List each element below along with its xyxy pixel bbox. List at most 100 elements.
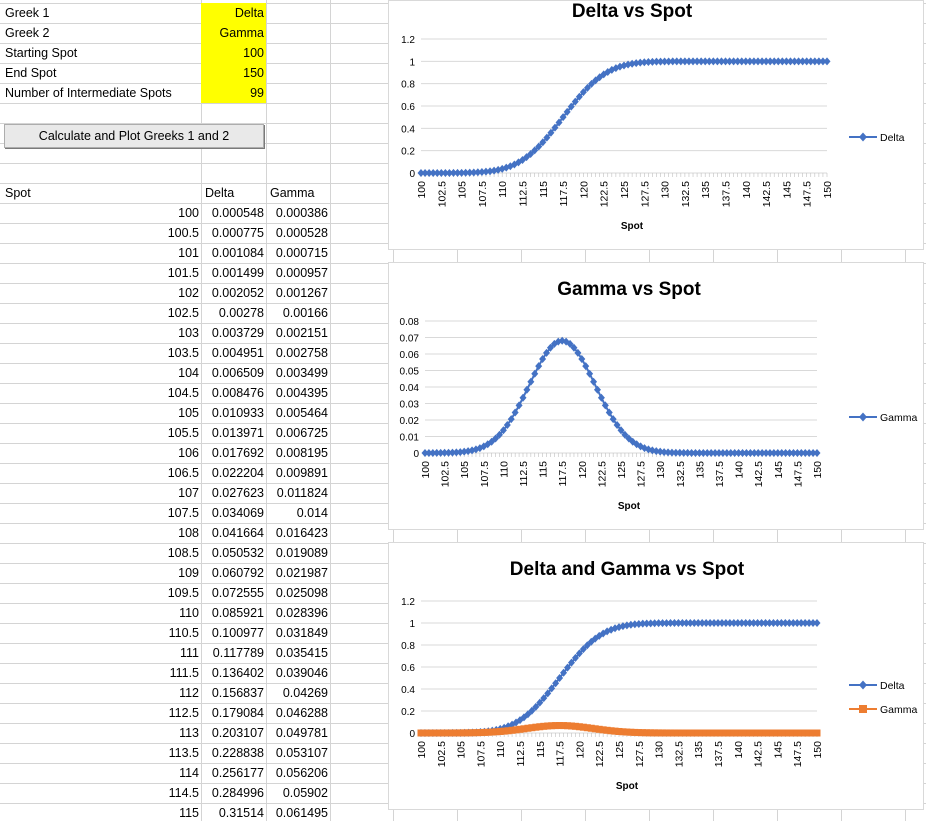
- data-point: [774, 449, 782, 457]
- data-point: [766, 57, 774, 66]
- data-point: [445, 448, 453, 457]
- delta-chart[interactable]: Delta vs Spot 0 0.2 0.4 0.6 0.8 1 1.2 100 102.5 10…: [388, 0, 924, 250]
- x-tick-label: 107.5: [475, 741, 487, 767]
- data-point: [528, 724, 536, 732]
- data-point: [480, 728, 488, 736]
- data-point: [476, 729, 484, 737]
- x-tick-label: 120: [577, 461, 589, 479]
- data-point: [813, 449, 821, 457]
- table-cell: 0.021987: [275, 566, 328, 580]
- data-point: [799, 57, 807, 66]
- x-tick-label: 105: [457, 181, 469, 199]
- input-value[interactable]: Gamma: [219, 26, 264, 40]
- table-cell: 0.041664: [211, 526, 264, 540]
- table-cell: 101: [178, 246, 199, 260]
- table-cell: 0.011824: [276, 486, 328, 500]
- y-tick-label: 0.04: [400, 383, 420, 394]
- x-tick-label: 132.5: [673, 741, 685, 767]
- data-point: [677, 57, 685, 66]
- data-point: [571, 722, 579, 730]
- data-point: [765, 729, 773, 737]
- data-point: [777, 729, 785, 737]
- x-tick-label: 122.5: [596, 461, 608, 487]
- data-point: [678, 729, 686, 737]
- data-point: [797, 729, 805, 737]
- table-cell: 112.5: [168, 706, 199, 720]
- table-cell: 113.5: [168, 746, 199, 760]
- data-point: [570, 343, 578, 352]
- data-point: [639, 619, 647, 628]
- data-point: [429, 168, 437, 177]
- table-cell: 0.009891: [275, 466, 328, 480]
- x-tick-label: 137.5: [714, 461, 726, 487]
- data-point: [674, 729, 682, 737]
- table-cell: 102: [178, 286, 199, 300]
- data-point: [789, 619, 797, 627]
- input-label: End Spot: [5, 66, 57, 80]
- data-point: [587, 637, 595, 646]
- x-tick-label: 147.5: [792, 461, 804, 487]
- data-point: [738, 619, 746, 627]
- data-point: [734, 57, 742, 66]
- data-point: [574, 348, 582, 357]
- data-point: [682, 619, 690, 628]
- calculate-plot-button[interactable]: Calculate and Plot Greeks 1 and 2: [4, 124, 264, 148]
- data-point: [502, 163, 510, 172]
- data-point: [499, 426, 507, 435]
- data-point: [476, 444, 484, 453]
- table-cell: 0.000548: [211, 206, 264, 220]
- data-point: [536, 698, 544, 707]
- data-point: [445, 168, 453, 177]
- x-tick-label: 102.5: [440, 461, 452, 487]
- data-point: [703, 448, 711, 457]
- data-point: [750, 57, 758, 66]
- table-cell: 0.000715: [275, 246, 328, 260]
- table-cell: 110: [179, 606, 199, 620]
- data-point: [566, 339, 574, 348]
- input-value[interactable]: 99: [250, 86, 264, 100]
- data-point: [582, 362, 590, 371]
- data-point: [781, 729, 789, 737]
- data-point: [575, 649, 583, 658]
- data-point: [575, 92, 583, 101]
- y-tick-label: 0.4: [401, 124, 415, 135]
- legend-marker: [859, 705, 867, 713]
- input-value[interactable]: 150: [243, 66, 264, 80]
- input-value[interactable]: 100: [243, 46, 264, 60]
- data-point: [647, 619, 655, 628]
- x-tick-label: 145: [781, 181, 793, 199]
- data-point: [506, 162, 514, 171]
- data-point: [695, 448, 703, 457]
- data-point: [520, 725, 528, 733]
- data-point: [571, 653, 579, 662]
- data-point: [670, 619, 678, 628]
- data-point: [421, 729, 429, 737]
- data-point: [627, 728, 635, 736]
- data-point: [558, 336, 566, 345]
- data-point: [421, 168, 429, 177]
- data-point: [782, 57, 790, 66]
- data-point: [591, 725, 599, 733]
- table-cell: 0.016423: [275, 526, 328, 540]
- x-tick-label: 112.5: [515, 741, 527, 767]
- data-point: [684, 448, 692, 457]
- table-cell: 115: [179, 806, 199, 820]
- input-label: Starting Spot: [5, 46, 78, 60]
- x-tick-label: 120: [578, 181, 590, 199]
- data-point: [520, 713, 528, 722]
- data-point: [516, 725, 524, 733]
- data-point: [801, 449, 809, 457]
- x-tick-label: 110: [498, 461, 510, 478]
- data-point: [544, 689, 552, 698]
- data-point: [666, 619, 674, 628]
- input-value[interactable]: Delta: [234, 6, 264, 20]
- data-point: [603, 726, 611, 734]
- data-point: [682, 729, 690, 737]
- table-cell: 0.031849: [275, 626, 328, 640]
- delta-gamma-chart[interactable]: Delta and Gamma vs Spot 0 0.2 0.4 0.6 0.8 1 1.2…: [388, 542, 924, 810]
- data-point: [421, 448, 429, 457]
- y-tick-label: 0: [409, 729, 415, 740]
- gamma-chart[interactable]: Gamma vs Spot 0 0.01 0.02 0.03 0.04 0.05 0.06 0.…: [388, 262, 924, 530]
- table-cell: 0.035415: [275, 646, 328, 660]
- data-point: [742, 619, 750, 627]
